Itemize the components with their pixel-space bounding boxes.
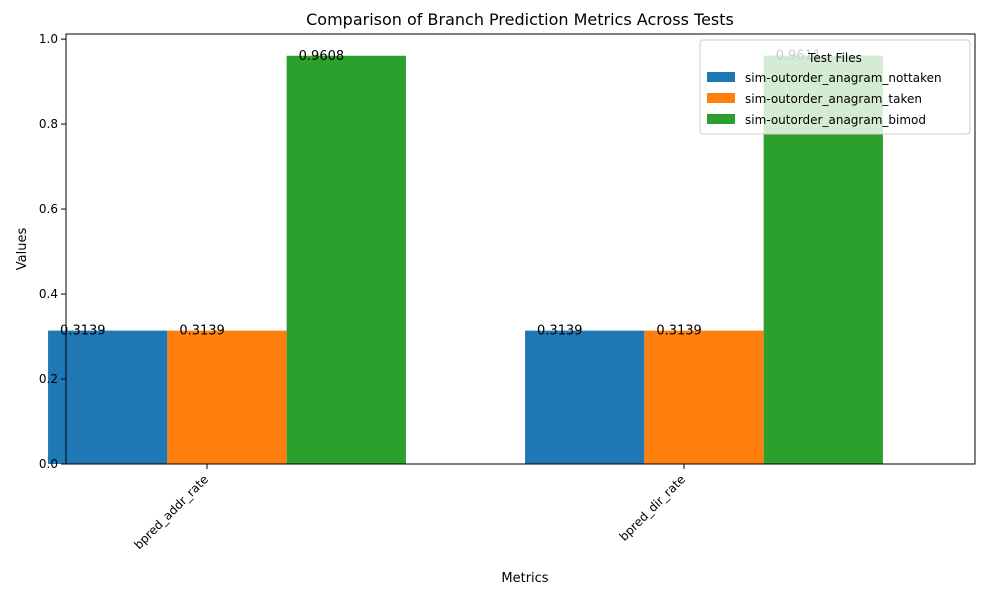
- y-axis: 0.0 0.2 0.4 0.6 0.8 1.0: [39, 32, 66, 471]
- x-axis: bpred_addr_rate bpred_dir_rate: [131, 464, 688, 552]
- y-tick-label: 0.2: [39, 372, 58, 386]
- bar-value-label: 0.9608: [299, 49, 345, 64]
- y-axis-label: Values: [15, 228, 30, 271]
- y-tick-label: 1.0: [39, 32, 58, 46]
- plot-frame: [65, 33, 976, 465]
- bar-sim-outorder_anagram_taken-bpred_addr_rate: [167, 330, 287, 464]
- legend-swatch: [707, 114, 735, 124]
- bar-sim-outorder_anagram_nottaken-bpred_addr_rate: [48, 330, 168, 464]
- y-tick-label: 0.8: [39, 117, 58, 131]
- bar-sim-outorder_anagram_taken-bpred_dir_rate: [644, 330, 764, 464]
- bar-value-label: 0.3139: [537, 324, 583, 339]
- legend-entry: sim-outorder_anagram_bimod: [745, 113, 926, 127]
- x-axis-label: Metrics: [501, 571, 548, 586]
- chart-title: Comparison of Branch Prediction Metrics …: [306, 10, 734, 29]
- legend-title: Test Files: [807, 51, 862, 65]
- legend-box: [699, 39, 971, 135]
- legend: Test Files sim-outorder_anagram_nottaken…: [699, 39, 971, 135]
- y-tick-label: 0.6: [39, 202, 58, 216]
- legend-swatch: [707, 72, 735, 82]
- legend-entry: sim-outorder_anagram_taken: [745, 92, 922, 106]
- legend-swatch: [707, 93, 735, 103]
- x-tick-label: bpred_dir_rate: [617, 472, 689, 544]
- y-tick-label: 0.0: [39, 457, 58, 471]
- y-tick-label: 0.4: [39, 287, 58, 301]
- legend-entry: sim-outorder_anagram_nottaken: [745, 71, 942, 85]
- bars-layer: [48, 55, 883, 464]
- bar-sim-outorder_anagram_nottaken-bpred_dir_rate: [525, 330, 645, 464]
- bar-value-label: 0.3139: [656, 324, 702, 339]
- bar-sim-outorder_anagram_bimod-bpred_addr_rate: [286, 55, 406, 464]
- bar-value-label: 0.3139: [60, 324, 106, 339]
- bar-value-label: 0.3139: [179, 324, 225, 339]
- x-tick-label: bpred_addr_rate: [131, 472, 211, 552]
- legend-items: sim-outorder_anagram_nottaken sim-outorde…: [707, 71, 942, 127]
